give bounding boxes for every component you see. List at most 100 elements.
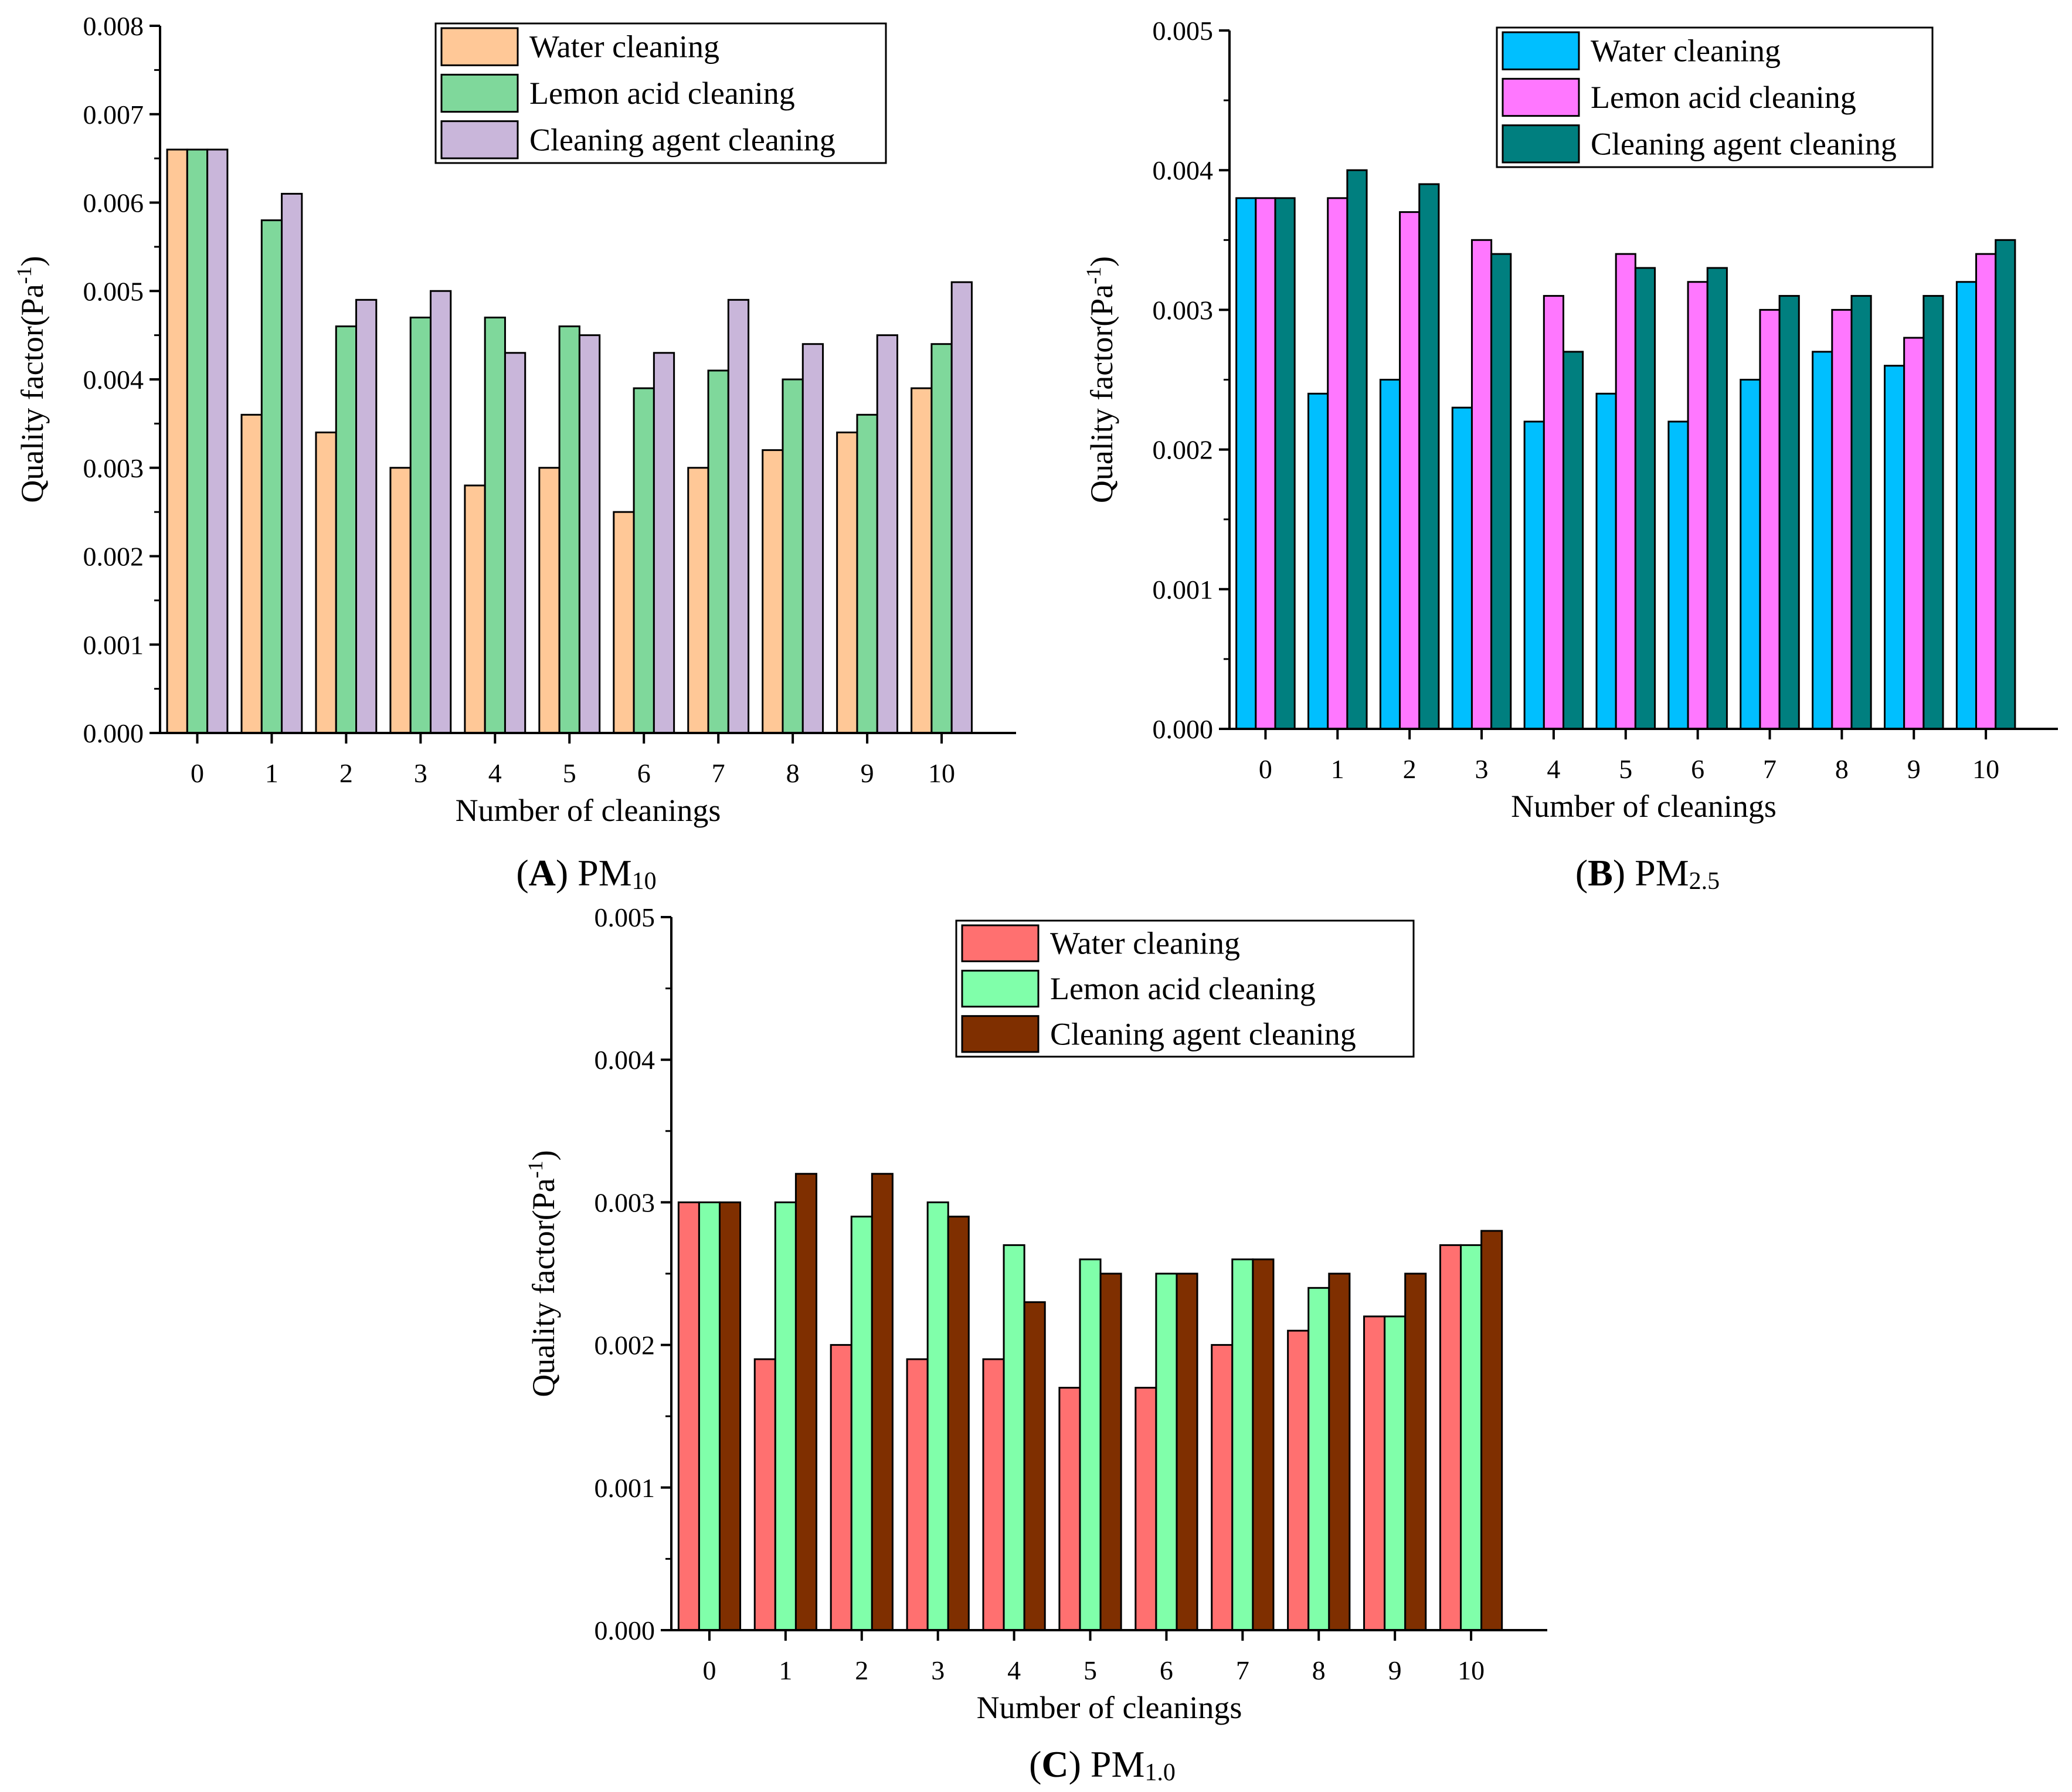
bar: [1563, 351, 1584, 730]
x-tick-label: 2: [1403, 754, 1417, 784]
bar: [355, 298, 378, 734]
bar: [1470, 239, 1493, 730]
bar: [1099, 1272, 1122, 1631]
legend-label: Lemon acid cleaning: [529, 76, 795, 111]
x-tick-label: 4: [488, 758, 502, 788]
x-tick-label: 5: [1083, 1655, 1097, 1685]
caption-text: PM: [1091, 1743, 1145, 1785]
y-axis-title-close: ): [526, 1150, 561, 1160]
bar: [1384, 1315, 1407, 1631]
bar: [947, 1216, 970, 1631]
bar: [429, 290, 452, 734]
y-axis-title-close: ): [1084, 256, 1119, 267]
series-cleaning-agent-cleaning: [1274, 169, 2016, 730]
bar: [1460, 1244, 1483, 1631]
x-tick-label: 7: [1236, 1655, 1249, 1685]
x-tick-label: 1: [779, 1655, 792, 1685]
y-tick-label: 0.001: [83, 630, 144, 660]
bar: [538, 467, 561, 734]
bar: [335, 325, 358, 734]
y-tick-label: 0.001: [595, 1473, 655, 1503]
legend: Water cleaning Lemon acid cleaning Cleanin…: [1496, 26, 1934, 168]
x-tick-label: 0: [1259, 754, 1272, 784]
bar: [982, 1358, 1005, 1631]
y-tick-label: 0.005: [595, 902, 655, 932]
bar: [1231, 1258, 1254, 1631]
bar: [389, 467, 412, 734]
bar: [1850, 295, 1872, 730]
chart-panel-a: 0.000 0.001 0.002 0.003 0.004 0.005 0.006 0.007…: [12, 11, 1016, 895]
bar: [1327, 197, 1349, 730]
bar: [794, 1173, 817, 1631]
bar: [1975, 253, 1997, 730]
y-tick-label: 0.003: [595, 1187, 655, 1217]
y-tick-label: 0.002: [1153, 435, 1214, 465]
bar: [930, 343, 953, 734]
series-lemon-acid-cleaning: [698, 1201, 1483, 1631]
bar: [1831, 308, 1853, 730]
x-tick-label: 10: [1458, 1655, 1485, 1685]
bar: [876, 334, 899, 734]
bar: [260, 219, 283, 734]
legend-label: Water cleaning: [1050, 926, 1240, 961]
x-tick-label: 3: [1475, 754, 1489, 784]
caption-close-paren: ): [1613, 852, 1635, 894]
bar: [281, 192, 303, 734]
bar: [718, 1201, 742, 1631]
caption-letter: B: [1588, 852, 1613, 894]
series-lemon-acid-cleaning: [1255, 197, 1997, 730]
x-tick-label: 1: [265, 758, 278, 788]
x-tick-label: 10: [1972, 754, 1999, 784]
bar: [1740, 379, 1761, 730]
bar: [762, 449, 784, 734]
x-tick-label: 5: [1619, 754, 1632, 784]
bar: [1903, 337, 1925, 730]
chart-panel-b: 0.000 0.001 0.002 0.003 0.004 0.005 0 1 2 3 4 5 6 7 8 9…: [1082, 16, 2058, 895]
legend-label: Cleaning agent cleaning: [529, 122, 835, 157]
bar: [1211, 1344, 1234, 1631]
legend-swatch: [961, 969, 1040, 1008]
y-tick-label: 0.004: [83, 365, 144, 395]
y-tick-label: 0.000: [1153, 714, 1214, 744]
bar: [1955, 281, 1978, 730]
y-axis-title-unit-exponent: -1: [12, 266, 36, 284]
bar: [1307, 1287, 1330, 1631]
bar: [1490, 253, 1512, 730]
bar: [1480, 1230, 1503, 1631]
bar: [1615, 253, 1636, 730]
y-tick-label: 0.006: [83, 188, 144, 218]
bar: [782, 378, 804, 734]
y-axis-title: Quality factor(Pa-1): [524, 1150, 561, 1397]
y-axis-title-main: Quality factor(Pa: [15, 284, 50, 503]
bar: [1418, 183, 1440, 730]
bar: [315, 431, 337, 734]
x-tick-label: 7: [712, 758, 725, 788]
caption-letter: A: [529, 852, 556, 894]
x-tick-label: 6: [1691, 754, 1704, 784]
bar: [1023, 1301, 1046, 1631]
y-tick-label: 0.003: [83, 453, 144, 483]
bar: [206, 148, 229, 734]
x-tick-label: 0: [191, 758, 204, 788]
bar: [1759, 308, 1781, 730]
legend-swatch: [1502, 77, 1580, 117]
caption-text: PM: [1635, 852, 1689, 894]
bar: [950, 281, 973, 734]
bar: [1812, 351, 1833, 730]
x-axis-title: Number of cleanings: [977, 1690, 1242, 1725]
bar: [801, 343, 824, 734]
caption-letter: C: [1041, 1743, 1068, 1785]
legend-swatch: [1502, 124, 1580, 164]
x-tick-label: 3: [931, 1655, 945, 1685]
y-axis-title: Quality factor(Pa-1): [1082, 256, 1119, 503]
legend-label: Lemon acid cleaning: [1591, 80, 1856, 115]
series-water-cleaning: [1235, 197, 1978, 730]
bar: [1155, 1272, 1178, 1631]
x-tick-label: 3: [414, 758, 427, 788]
caption-close-paren: ): [1069, 1743, 1091, 1785]
y-tick-label: 0.000: [83, 718, 144, 748]
bar: [727, 298, 750, 734]
bar: [1439, 1244, 1462, 1631]
bar: [856, 413, 878, 734]
bar: [906, 1358, 929, 1631]
